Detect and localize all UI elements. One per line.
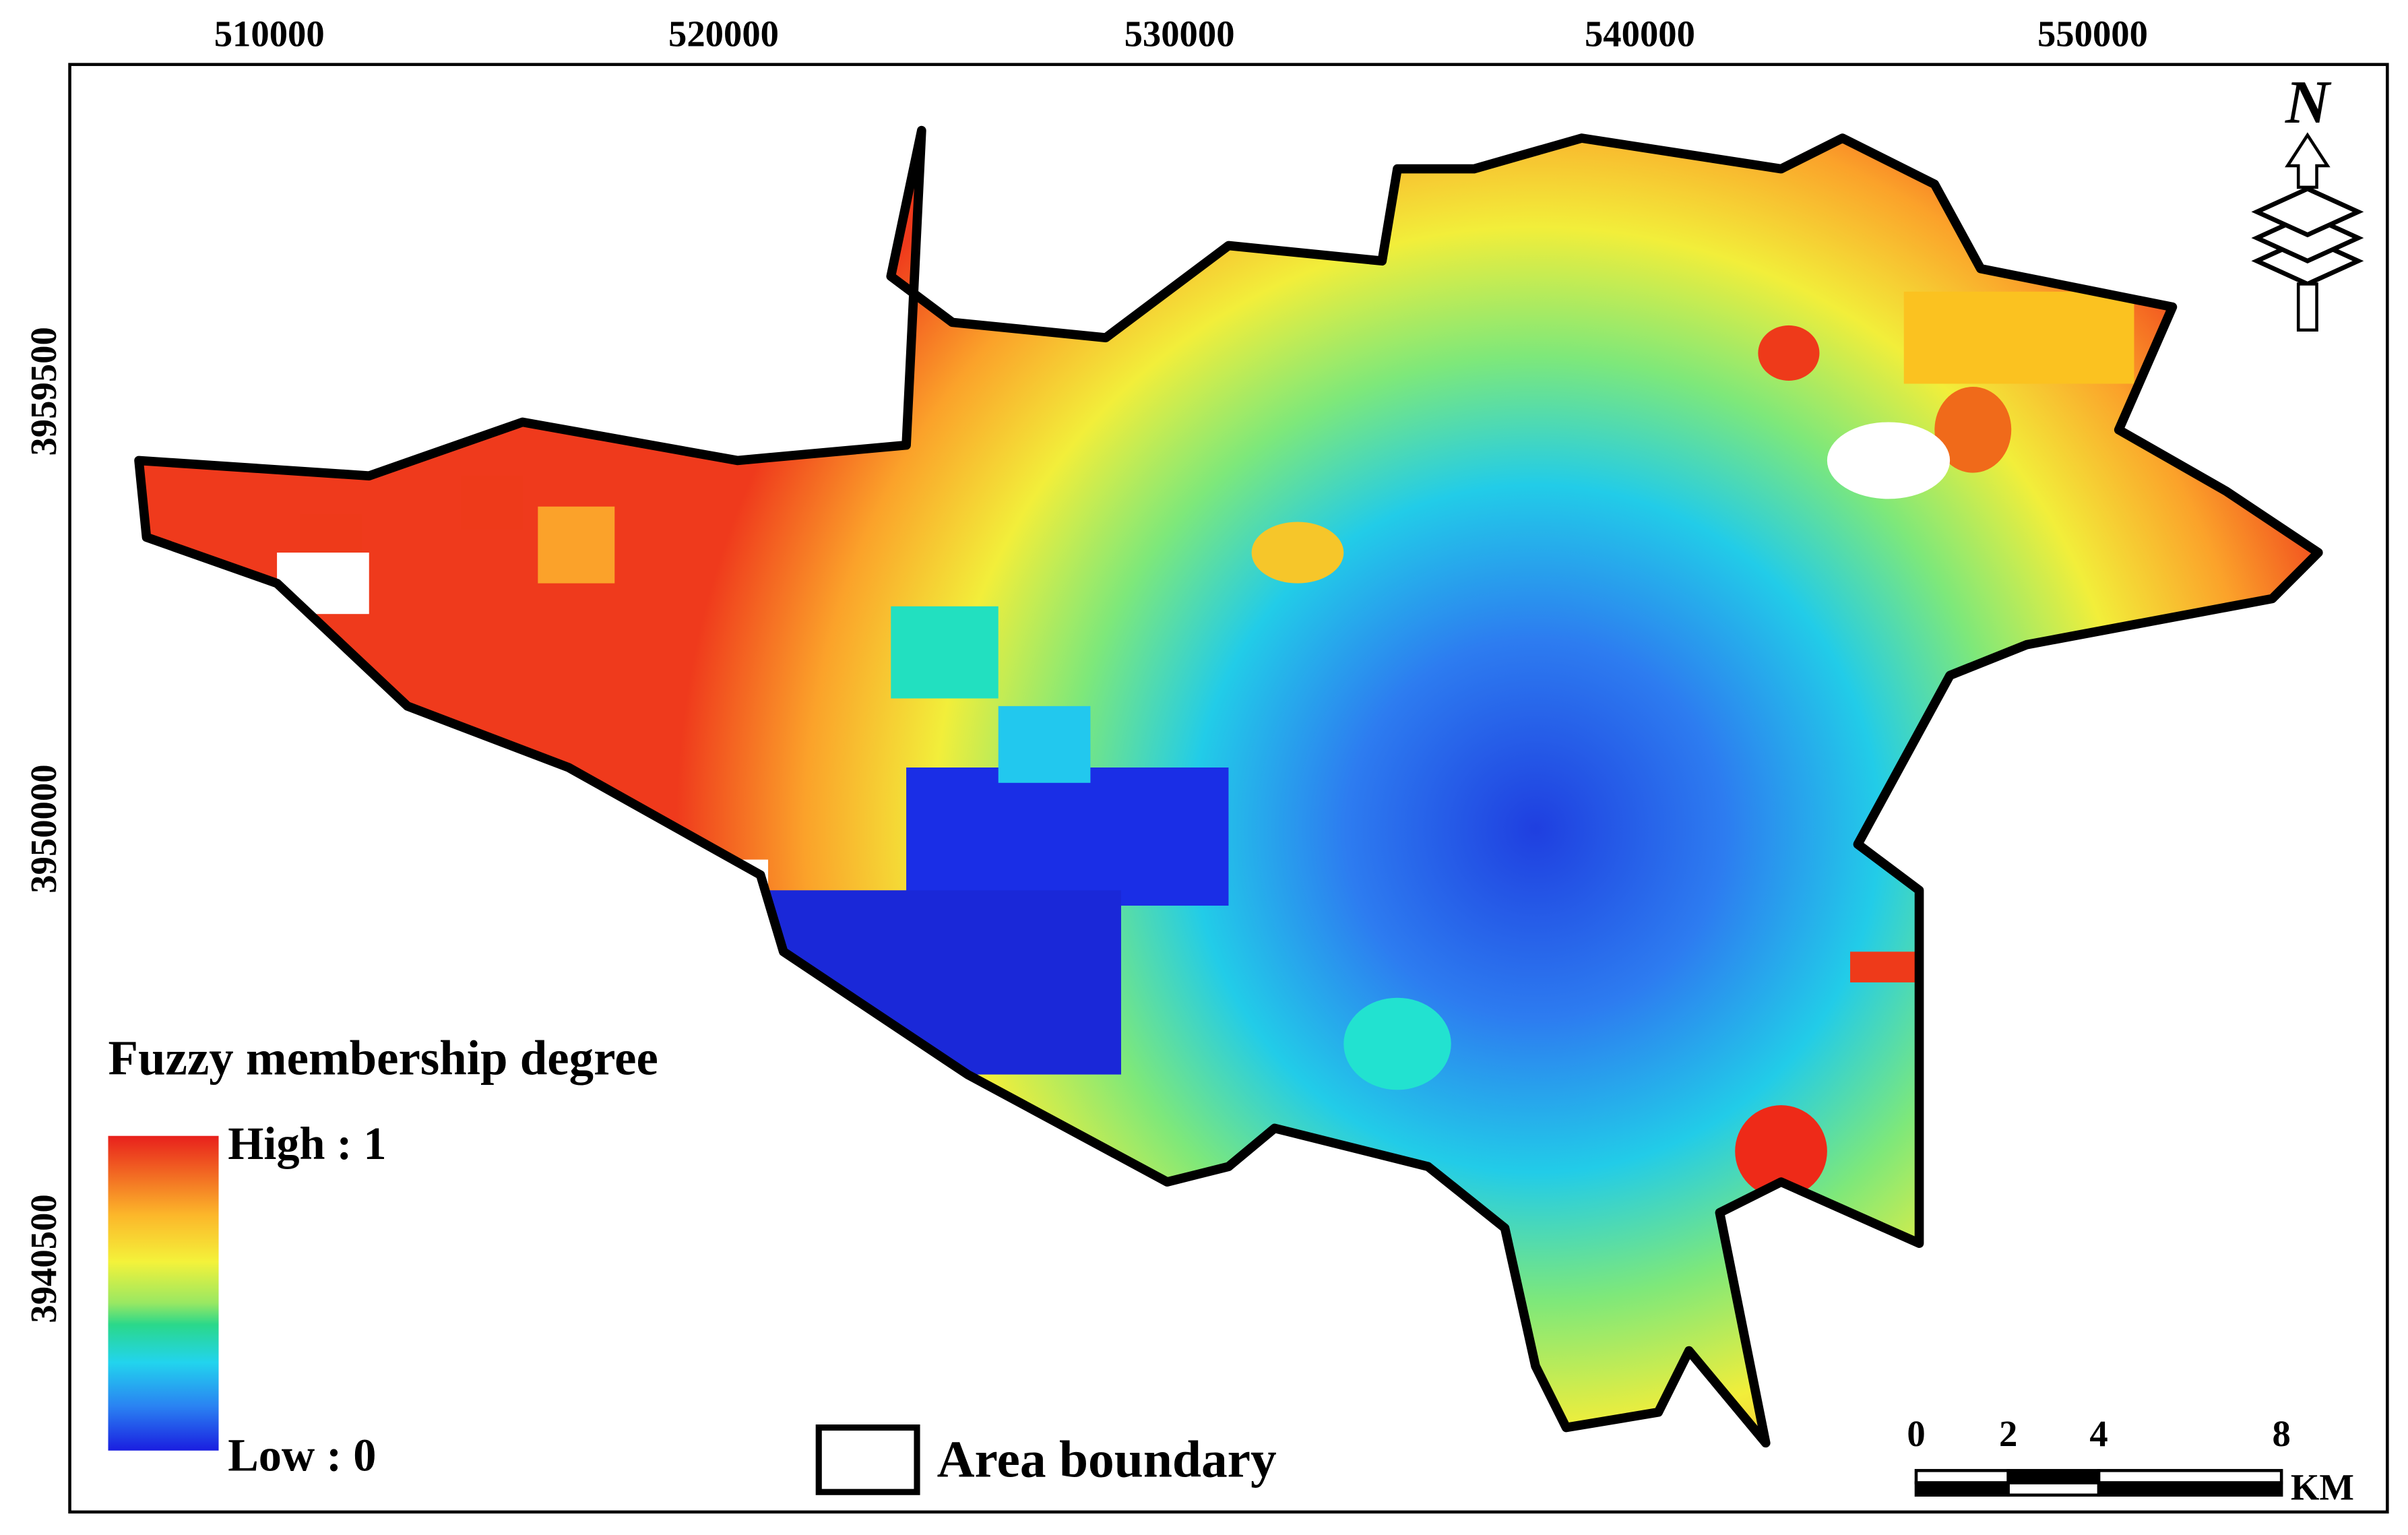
arrow-tail <box>2296 282 2318 332</box>
scale-segment <box>2006 1469 2101 1484</box>
legend-high: High : 1 <box>228 1118 386 1169</box>
scale-segment <box>1914 1469 2010 1484</box>
patch <box>300 514 362 553</box>
patch <box>1343 997 1451 1090</box>
x-tick-label: 520000 <box>668 13 779 54</box>
patch <box>1251 522 1344 584</box>
scale-label: 0 <box>1907 1413 1925 1454</box>
x-tick-label: 510000 <box>214 13 325 54</box>
patch <box>906 768 1229 906</box>
scale-segment <box>1914 1481 2010 1497</box>
layer-icon <box>2251 186 2364 238</box>
patch <box>1934 387 2012 473</box>
scale-segment <box>2097 1481 2283 1497</box>
patch <box>998 706 1091 783</box>
patch <box>1903 291 2134 384</box>
north-arrow: N <box>2251 68 2364 332</box>
scale-label: 4 <box>2089 1413 2108 1454</box>
x-tick-label: 540000 <box>1585 13 1695 54</box>
patch <box>1735 1105 1827 1197</box>
scale-segment <box>2097 1469 2283 1484</box>
patch <box>891 606 999 699</box>
legend-title: Fuzzy membership degree <box>108 1031 658 1086</box>
scale-segment <box>2006 1481 2101 1497</box>
north-label: N <box>2285 68 2332 136</box>
y-tick-label: 3940500 <box>23 1194 64 1323</box>
patch <box>461 476 523 530</box>
legend-low: Low : 0 <box>228 1429 376 1480</box>
x-tick-label: 550000 <box>2037 13 2148 54</box>
patch <box>1758 325 1820 381</box>
scale-label: 8 <box>2272 1413 2290 1454</box>
legend-ramp <box>108 1135 219 1451</box>
patch <box>1850 951 1920 982</box>
scale-bar <box>1914 1469 2283 1497</box>
area-boundary <box>134 125 2323 1448</box>
void <box>1827 422 1951 499</box>
x-tick-label: 530000 <box>1124 13 1235 54</box>
scale-label: 2 <box>1999 1413 2017 1454</box>
y-tick-label: 3950000 <box>23 764 64 893</box>
boundary-swatch <box>815 1424 920 1495</box>
patch <box>538 506 615 584</box>
scale-unit: KM <box>2291 1467 2354 1508</box>
y-tick-label: 3959500 <box>23 327 64 456</box>
boundary-label: Area boundary <box>937 1430 1277 1488</box>
